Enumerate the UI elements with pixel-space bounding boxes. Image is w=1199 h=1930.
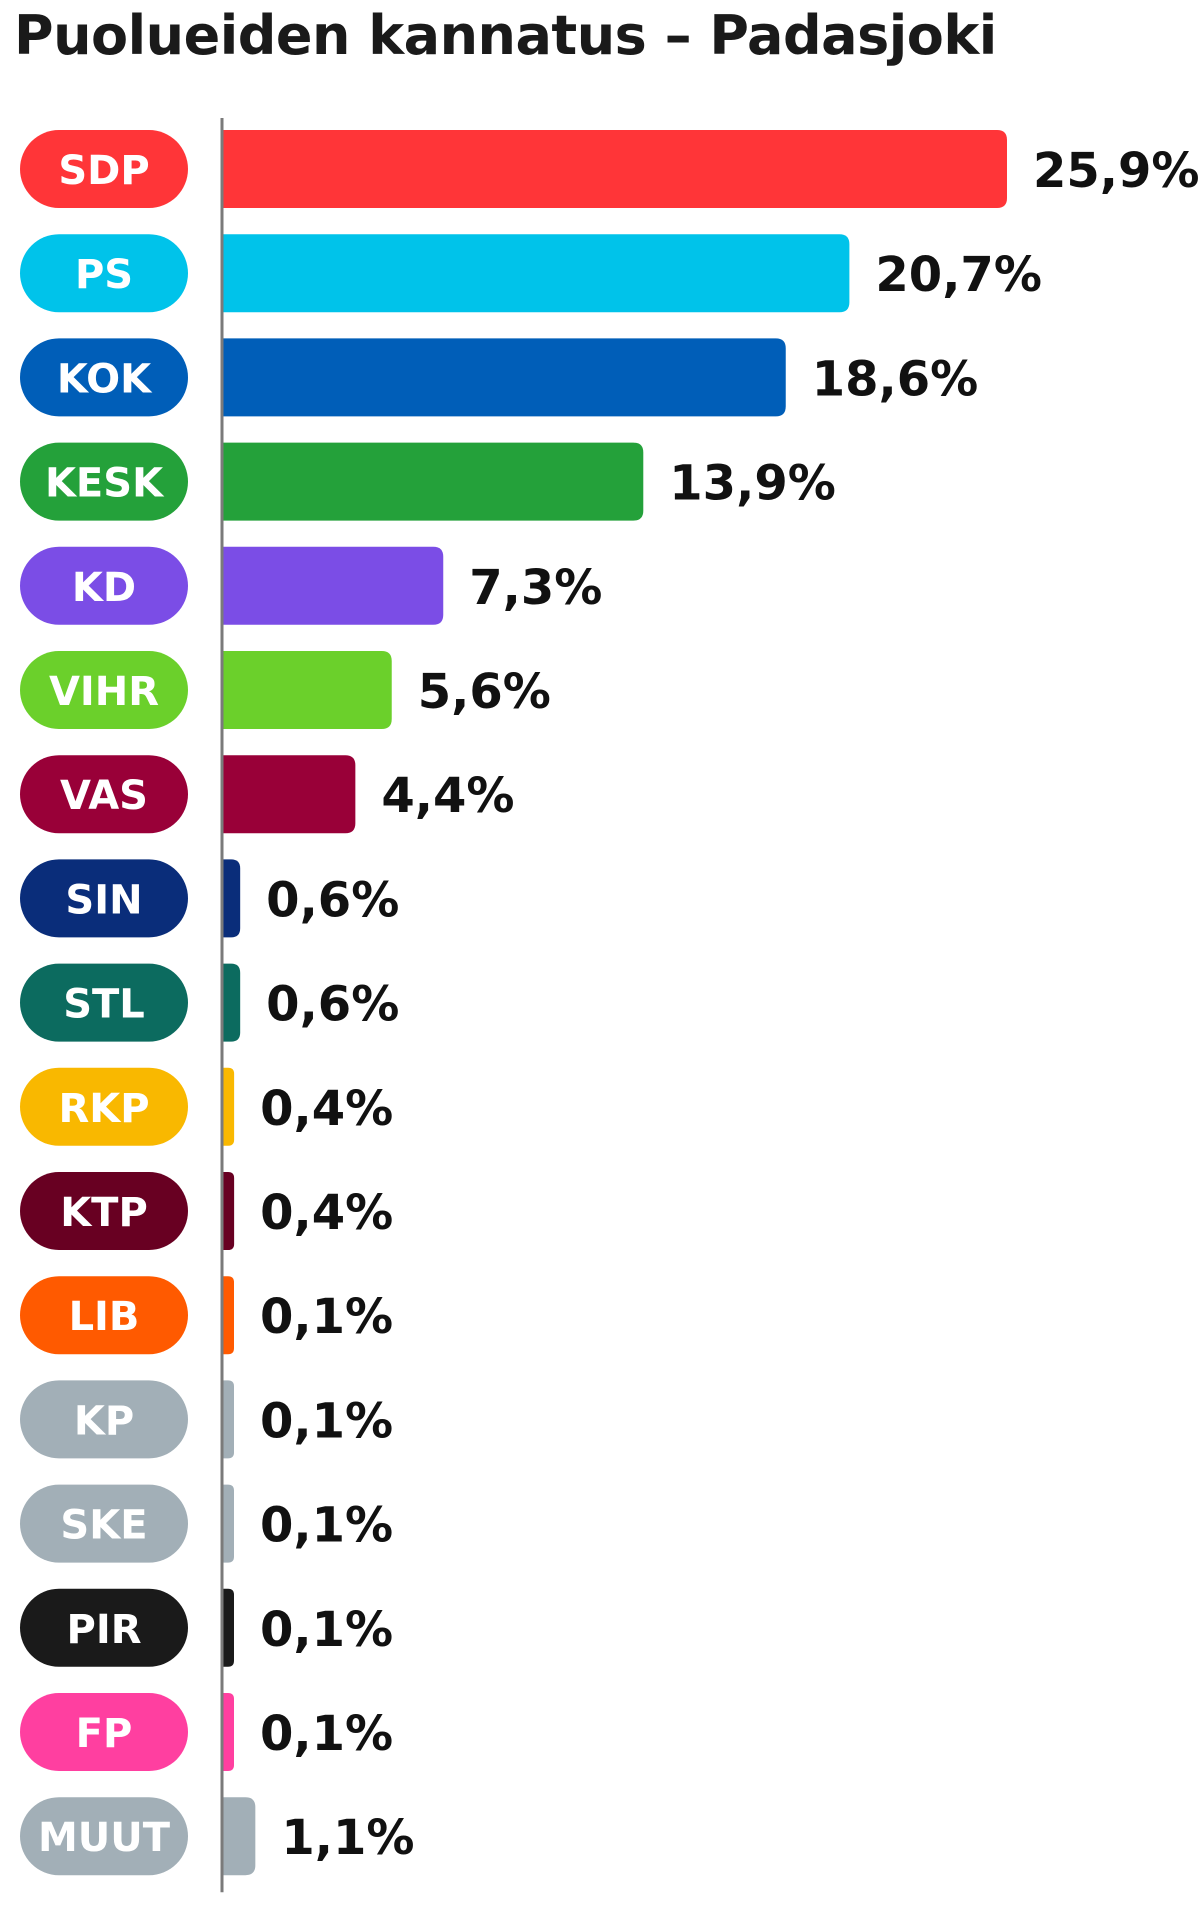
bar (222, 1484, 234, 1563)
bar (222, 1380, 234, 1459)
value-label: 0,1% (260, 1393, 393, 1449)
party-pill (20, 338, 188, 417)
bar (222, 1067, 235, 1146)
party-pill (20, 1172, 188, 1250)
bar (222, 338, 786, 417)
bar (222, 234, 850, 313)
party-label: VIHR (49, 669, 159, 715)
party-pill (20, 1380, 188, 1459)
party-label: SKE (60, 1503, 147, 1549)
value-label: 0,4% (260, 1081, 393, 1137)
party-label: MUUT (38, 1815, 171, 1861)
value-label: 0,6% (266, 977, 399, 1033)
value-label: 13,9% (669, 456, 836, 512)
bar (222, 963, 241, 1042)
party-label: KD (72, 565, 136, 611)
chart-title: Puolueiden kannatus – Padasjoki (14, 4, 997, 67)
party-label: FP (76, 1711, 133, 1757)
party-label: PIR (67, 1607, 142, 1653)
party-pill (20, 651, 188, 729)
value-label: 20,7% (875, 247, 1042, 303)
party-pill (20, 1484, 188, 1563)
value-label: 4,4% (381, 768, 514, 824)
party-pill (20, 1276, 188, 1355)
value-label: 0,1% (260, 1602, 393, 1658)
party-label: SIN (65, 877, 142, 923)
value-label: 0,6% (266, 872, 399, 928)
party-pill (20, 546, 188, 625)
value-label: 7,3% (469, 560, 602, 616)
bar (222, 130, 1007, 208)
bar (222, 1276, 234, 1355)
value-label: 0,4% (260, 1185, 393, 1241)
bar (222, 442, 644, 521)
party-label: STL (63, 982, 145, 1028)
value-label: 1,1% (281, 1810, 414, 1866)
bar (222, 1797, 256, 1876)
bar (222, 859, 241, 938)
party-label: KESK (45, 461, 165, 507)
bar (222, 546, 444, 625)
party-pill (20, 1693, 188, 1771)
party-pill (20, 442, 188, 521)
party-label: KOK (57, 356, 153, 402)
party-pill (20, 963, 188, 1042)
party-label: VAS (60, 773, 148, 819)
value-label: 5,6% (418, 664, 551, 720)
party-label: LIB (69, 1294, 140, 1340)
party-pill (20, 859, 188, 938)
party-pill (20, 755, 188, 834)
party-label: RKP (58, 1086, 149, 1132)
bar (222, 1588, 234, 1667)
party-pill (20, 1067, 188, 1146)
party-pill (20, 1797, 188, 1876)
party-pill (20, 1588, 188, 1667)
party-label: KP (74, 1398, 134, 1444)
party-label: PS (75, 252, 133, 298)
bar (222, 651, 392, 729)
bar (222, 755, 356, 834)
value-label: 18,6% (812, 351, 979, 407)
bar (222, 1172, 235, 1250)
value-label: 0,1% (260, 1498, 393, 1554)
value-label: 0,1% (260, 1706, 393, 1762)
bar (222, 1693, 234, 1771)
value-label: 25,9% (1033, 143, 1199, 199)
party-label: KTP (60, 1190, 148, 1236)
value-label: 0,1% (260, 1289, 393, 1345)
party-pill (20, 234, 188, 313)
party-pill (20, 130, 188, 208)
party-label: SDP (58, 148, 149, 194)
